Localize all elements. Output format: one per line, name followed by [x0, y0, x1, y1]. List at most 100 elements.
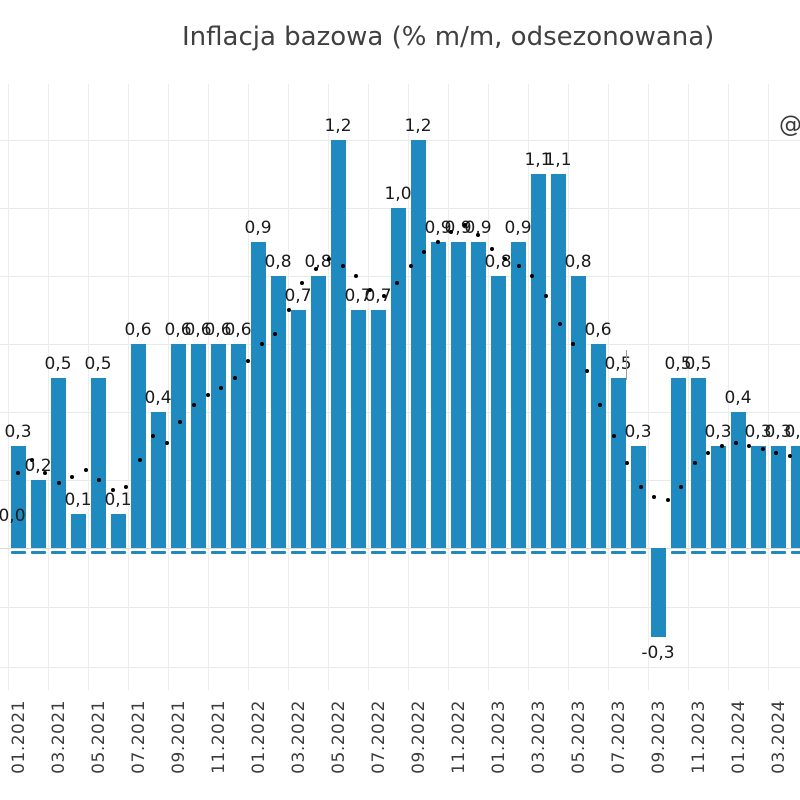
- trend-dot: [124, 484, 129, 489]
- bar: [390, 208, 406, 548]
- bar: [110, 514, 126, 548]
- gridline-vertical: [488, 84, 489, 690]
- bar: [90, 378, 106, 548]
- bar: [190, 344, 206, 548]
- bar: [10, 446, 26, 548]
- bar: [130, 344, 146, 548]
- zero-axis-line: [0, 548, 800, 549]
- bar: [230, 344, 246, 548]
- bar-base-cap: [390, 551, 406, 554]
- trend-dot: [381, 294, 386, 299]
- gridline-vertical: [328, 84, 329, 690]
- bar-value-label: 0,5: [84, 354, 112, 374]
- bar-value-label: 0,6: [184, 320, 212, 340]
- bar-base-cap: [510, 551, 526, 554]
- bar-value-label: 0,4: [724, 388, 752, 408]
- gridline-vertical: [408, 84, 409, 690]
- trend-dot: [178, 420, 183, 425]
- bar-value-label: 1,2: [404, 116, 432, 136]
- bar-value-label: 0,6: [164, 320, 192, 340]
- bar: [430, 242, 446, 548]
- trend-dot: [665, 498, 670, 503]
- bar: [350, 310, 366, 548]
- trend-dot: [557, 321, 562, 326]
- bar-value-label: 1,1: [524, 150, 552, 170]
- bar: [790, 446, 800, 548]
- bar-base-cap: [150, 551, 166, 554]
- x-tick-label: 07.2023: [609, 700, 629, 774]
- gridline-horizontal: [0, 607, 800, 608]
- bar-value-label: 0,1: [104, 490, 132, 510]
- trend-dot: [340, 263, 345, 268]
- bar-value-label: 0,2: [24, 456, 52, 476]
- gridline-vertical: [688, 84, 689, 690]
- trend-dot: [584, 369, 589, 374]
- trend-dot: [110, 488, 115, 493]
- bar: [30, 480, 46, 548]
- bar-base-cap: [330, 551, 346, 554]
- gridline-vertical: [648, 84, 649, 690]
- trend-dot: [733, 440, 738, 445]
- bar-value-label: 0,8: [564, 252, 592, 272]
- bar-base-cap: [490, 551, 506, 554]
- bar-value-label: 0,8: [304, 252, 332, 272]
- bar-value-label: 0,5: [604, 354, 632, 374]
- bar-base-cap: [590, 551, 606, 554]
- bar-base-cap: [310, 551, 326, 554]
- bar-base-cap: [710, 551, 726, 554]
- x-tick-label: 03.2022: [289, 700, 309, 774]
- trend-dot: [787, 454, 792, 459]
- x-tick-label: 03.2023: [529, 700, 549, 774]
- gridline-vertical: [248, 84, 249, 690]
- bar-base-cap: [50, 551, 66, 554]
- bar-base-cap: [430, 551, 446, 554]
- trend-dot: [164, 440, 169, 445]
- bar-value-label: 0,3: [784, 422, 800, 442]
- gridline-vertical: [608, 84, 609, 690]
- gridline-vertical: [128, 84, 129, 690]
- bar: [670, 378, 686, 548]
- bar: [510, 242, 526, 548]
- x-tick-label: 09.2022: [409, 700, 429, 774]
- trend-dot: [516, 263, 521, 268]
- x-tick-label: 11.2022: [449, 700, 469, 774]
- bar-value-label: 0,7: [344, 286, 372, 306]
- bar-base-cap: [770, 551, 786, 554]
- x-tick-label: 05.2023: [569, 700, 589, 774]
- bar-base-cap: [730, 551, 746, 554]
- trend-dot: [638, 484, 643, 489]
- trend-dot: [408, 263, 413, 268]
- bar: [530, 174, 546, 548]
- bar-base-cap: [790, 551, 800, 554]
- bar-value-label: 0,1: [64, 490, 92, 510]
- bar-value-label: 0,5: [44, 354, 72, 374]
- trend-dot: [354, 274, 359, 278]
- bar-base-cap: [650, 551, 666, 554]
- trend-dot: [747, 444, 752, 448]
- gridline-vertical: [368, 84, 369, 690]
- bar-base-cap: [30, 551, 46, 554]
- bar-base-cap: [270, 551, 286, 554]
- bar: [770, 446, 786, 548]
- trend-dot: [544, 294, 548, 299]
- gridline-vertical: [288, 84, 289, 690]
- bar: [310, 276, 326, 548]
- gridline-horizontal: [0, 140, 800, 141]
- x-tick-label: 01.2021: [9, 700, 29, 774]
- trend-dot: [300, 280, 305, 285]
- gridline-horizontal: [0, 667, 800, 668]
- bar-value-label: 0,3: [764, 422, 792, 442]
- trend-dot: [83, 467, 88, 472]
- bar-value-label: 0,6: [124, 320, 152, 340]
- bar-value-label: 0,3: [744, 422, 772, 442]
- x-tick-label: 01.2023: [489, 700, 509, 774]
- bar: [210, 344, 226, 548]
- bar-base-cap: [570, 551, 586, 554]
- trend-dot: [679, 484, 684, 489]
- bar: [610, 378, 626, 548]
- bar-value-label: 0,9: [244, 218, 272, 238]
- bar-base-cap: [210, 551, 226, 554]
- bar: [690, 378, 706, 548]
- trend-dot: [246, 359, 251, 363]
- bar: [570, 276, 586, 548]
